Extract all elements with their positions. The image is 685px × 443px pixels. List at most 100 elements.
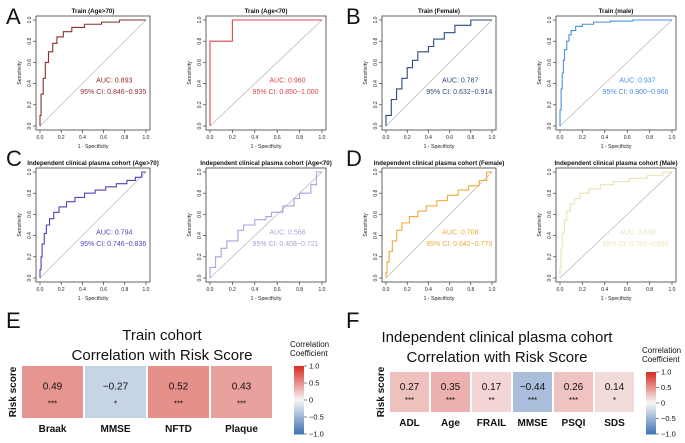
heatmap-column-label: SDS xyxy=(604,418,625,429)
y-tick-label: 0.0 xyxy=(197,274,203,281)
x-tick-label: 0.8 xyxy=(121,135,128,141)
legend-gradient-step xyxy=(646,376,656,379)
legend-gradient-step xyxy=(646,390,656,393)
legend-gradient-step xyxy=(294,374,304,377)
x-axis-title: 1 - Specificity xyxy=(251,144,282,150)
legend-gradient-step xyxy=(646,404,656,407)
legend-gradient-step xyxy=(294,417,304,420)
y-tick-label: 0.4 xyxy=(547,80,553,87)
x-tick-label: 1.0 xyxy=(489,135,496,141)
plot-title: Train (Female) xyxy=(418,8,460,15)
panel-label-f: F xyxy=(346,308,359,333)
y-axis-title: Sensitivity xyxy=(537,61,543,85)
heatmap-cell-value: 0.35 xyxy=(441,382,461,393)
legend-gradient-step xyxy=(646,427,656,430)
legend-gradient-step xyxy=(646,389,656,392)
roc-panel-roc-train-age-gt70: Train (Age>70) 0.0 0.0 0.2 0.2 0.4 0.4 0.6 0.6 0.… xyxy=(17,8,151,150)
reference-diagonal xyxy=(209,19,323,127)
plot-frame xyxy=(205,167,327,283)
y-tick-label: 0.8 xyxy=(547,190,553,197)
legend-gradient-step xyxy=(294,366,304,369)
y-tick-label: 0.2 xyxy=(547,101,553,108)
legend-gradient-step xyxy=(646,401,656,404)
heatmap-cell xyxy=(148,366,209,418)
y-tick-label: 0.0 xyxy=(547,274,553,281)
legend-tick-label: −0.5 xyxy=(309,413,324,422)
x-tick-label: 0.0 xyxy=(383,135,390,141)
legend-gradient-step xyxy=(646,407,656,410)
x-tick-label: 0.6 xyxy=(624,135,631,141)
legend-tick-label: 1.0 xyxy=(309,362,319,371)
heatmap-cell-value: 0.49 xyxy=(43,381,63,392)
heatmap-cell-significance: *** xyxy=(569,396,578,405)
heatmap-cell-significance: * xyxy=(613,396,616,405)
legend-gradient-step xyxy=(646,432,656,435)
legend-gradient-step xyxy=(646,375,656,378)
x-tick-label: 0.4 xyxy=(79,287,86,293)
legend-gradient-step xyxy=(294,425,304,428)
legend-gradient-step xyxy=(294,372,304,375)
roc-panel-roc-train-female: Train (Female) 0.0 0.0 0.2 0.2 0.4 0.4 0.6 0.6 0.… xyxy=(363,8,497,150)
x-tick-label: 0.2 xyxy=(404,135,411,141)
roc-panel-roc-indep-male: Independent clinical plasma cohort (Male… xyxy=(537,160,678,302)
y-axis-title: Sensitivity xyxy=(187,213,193,237)
x-tick-label: 0.0 xyxy=(557,135,564,141)
y-tick-label: 0.6 xyxy=(373,59,379,66)
reference-diagonal xyxy=(559,171,673,279)
x-tick-label: 0.0 xyxy=(207,287,214,293)
reference-diagonal xyxy=(39,19,147,127)
ci-label: 95% CI: 0.642−0.775 xyxy=(426,241,492,248)
reference-diagonal xyxy=(559,19,673,127)
roc-curve xyxy=(39,171,146,278)
x-tick-label: 1.0 xyxy=(143,287,150,293)
x-tick-label: 0.6 xyxy=(446,135,453,141)
heatmap-cell-value: 0.17 xyxy=(482,382,502,393)
auc-label: AUC: 0.838 xyxy=(619,230,655,237)
y-tick-label: 0.6 xyxy=(373,211,379,218)
x-tick-label: 0.8 xyxy=(296,287,303,293)
x-tick-label: 0.4 xyxy=(79,135,86,141)
x-tick-label: 0.8 xyxy=(121,287,128,293)
legend-gradient-step xyxy=(294,427,304,430)
heatmap-cell-significance: ** xyxy=(488,396,494,405)
legend-tick-label: 0.5 xyxy=(661,383,671,392)
auc-label: AUC: 0.937 xyxy=(619,78,655,85)
row-label: Risk score xyxy=(376,366,387,417)
plot-frame xyxy=(205,15,327,131)
x-tick-label: 0.0 xyxy=(557,287,564,293)
plot-frame xyxy=(35,167,151,283)
heatmap-cell xyxy=(22,366,83,418)
plot-frame xyxy=(555,15,677,131)
y-axis-title: Sensitivity xyxy=(363,61,369,85)
y-tick-label: 0.2 xyxy=(373,253,379,260)
legend-gradient-step xyxy=(294,377,304,381)
y-tick-label: 1.0 xyxy=(197,168,203,175)
legend-gradient-step xyxy=(294,376,304,379)
ci-label: 95% CI: 0.850−1.000 xyxy=(253,89,319,96)
y-tick-label: 0.0 xyxy=(27,274,33,281)
legend-gradient-step xyxy=(646,393,656,396)
x-tick-label: 0.4 xyxy=(251,287,258,293)
legend-gradient-step xyxy=(646,410,656,413)
heatmap-cell xyxy=(554,372,593,412)
x-tick-label: 0.4 xyxy=(425,287,432,293)
y-tick-label: 0.8 xyxy=(373,38,379,45)
y-tick-label: 0.4 xyxy=(197,80,203,87)
legend-gradient-step xyxy=(646,382,656,385)
x-tick-label: 0.6 xyxy=(446,287,453,293)
heatmap-cell-significance: *** xyxy=(528,396,537,405)
heatmap-title-line2: Correlation with Risk Score xyxy=(72,347,253,364)
legend-gradient-step xyxy=(646,406,656,409)
x-tick-label: 0.4 xyxy=(425,135,432,141)
auc-label: AUC: 0.794 xyxy=(96,230,132,237)
y-tick-label: 0.6 xyxy=(197,211,203,218)
legend-tick-label: 1.0 xyxy=(661,368,671,377)
ci-label: 95% CI: 0.632−0.914 xyxy=(426,89,492,96)
roc-panel-roc-indep-age-gt70: Independent clinical plasma cohort (Age>… xyxy=(17,160,159,302)
x-axis-title: 1 - Specificity xyxy=(251,296,282,302)
heatmap-cell-significance: *** xyxy=(405,396,414,405)
y-tick-label: 0.0 xyxy=(197,122,203,129)
roc-curve xyxy=(209,171,322,278)
y-tick-label: 1.0 xyxy=(197,16,203,23)
